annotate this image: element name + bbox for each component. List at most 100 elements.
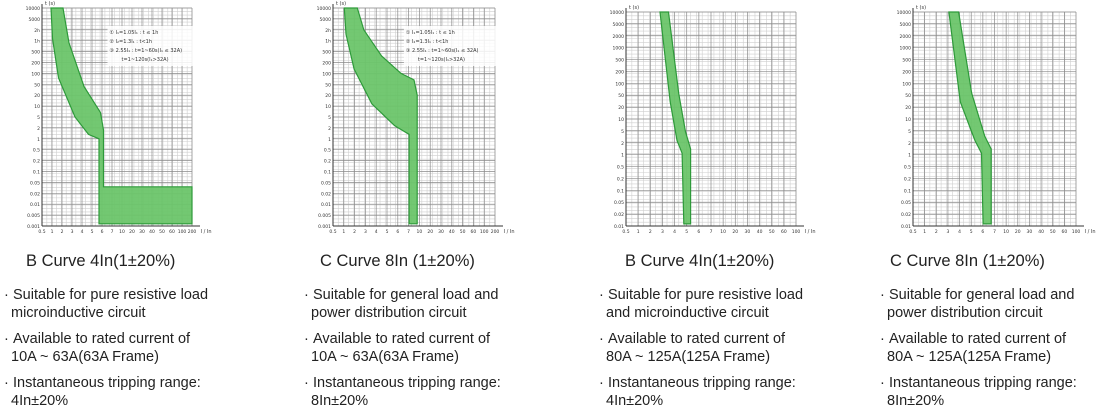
x-tick-label: 40 — [757, 229, 763, 235]
panel-c-curve-63a: 10000 5000 2h 1h 500 200 100 50 20 10 5 2 1 0.5 0.2 0.1… — [300, 0, 575, 409]
y-tick-label: 0.01 — [321, 202, 331, 208]
panel-c-curve-125a: 10000 5000 2000 1000 500 200 100 50 20 10 5 2 1 0.5 0.… — [876, 0, 1100, 409]
y-tick-label: 1 — [621, 153, 624, 159]
bullet: · — [4, 287, 9, 303]
bullet: · — [304, 331, 309, 347]
x-tick-label: 3 — [661, 229, 664, 235]
legend: ① I₁=1.05I₁ : t ≤ 1h ② I₂=1.3I₁ : t<1h ③ 2… — [403, 26, 500, 66]
y-tick-label: 0.02 — [614, 212, 624, 218]
x-tick-label: 4 — [81, 229, 84, 235]
legend-entry: ③ 2.55I₁ : t=1~60s(I₁ ≤ 32A) — [110, 48, 183, 54]
x-tick-label: 60 — [169, 229, 175, 235]
x-tick-label: 50 — [460, 229, 466, 235]
curve-title: B Curve 4In(1±20%) — [26, 252, 176, 270]
y-tick-label: 0.2 — [324, 159, 331, 165]
y-tick-label: 10 — [618, 117, 624, 123]
y-tick-label: 0.1 — [904, 188, 911, 194]
y-tick-label: 100 — [31, 71, 40, 77]
desc-text-cont: power distribution circuit — [311, 305, 467, 321]
plot-area: 1000050002h1h5002001005020105210.50.20.1… — [317, 1, 515, 235]
y-tick-label: 10 — [905, 117, 911, 123]
desc-line-1: · Suitable for pure resistive load and mi… — [599, 286, 803, 322]
x-tick-label: 60 — [1061, 229, 1067, 235]
y-tick-label: 0.05 — [30, 180, 40, 186]
legend-entry: ② I₂=1.3I₁ : t<1h — [110, 39, 153, 45]
x-tick-label: 2 — [935, 229, 938, 235]
bullet: · — [880, 287, 885, 303]
x-tick-label: 60 — [781, 229, 787, 235]
bullet: · — [880, 331, 885, 347]
x-tick-label: 2 — [353, 229, 356, 235]
x-tick-label: 30 — [139, 229, 145, 235]
y-tick-label: 0.02 — [901, 212, 911, 218]
legend-entry: t=1~120s(I₁>32A) — [418, 57, 465, 63]
y-tick-label: 50 — [618, 93, 624, 99]
bullet: · — [599, 331, 604, 347]
y-tick-label: 0.05 — [901, 200, 911, 206]
x-tick-label: 2 — [649, 229, 652, 235]
y-tick-label: 20 — [325, 93, 331, 99]
x-tick-label: 3 — [946, 229, 949, 235]
tripping-band — [948, 11, 992, 225]
x-tick-label: 7 — [993, 229, 996, 235]
desc-line-3: · Instantaneous tripping range: 4In±20% — [4, 374, 201, 410]
plot-area: 100005000200010005002001005020105210.50.… — [610, 5, 816, 235]
panel-b-curve-63a: 10000 5000 2h 1h 500 200 100 50 20 10 5 2 1 0.5 0.2 0.1… — [0, 0, 275, 409]
x-tick-label: 60 — [471, 229, 477, 235]
y-axis-label: t (s) — [629, 5, 639, 11]
y-tick-label: 20 — [618, 105, 624, 111]
y-tick-label: 5 — [621, 129, 624, 135]
y-tick-label: 0.2 — [33, 159, 40, 165]
legend-entry: t=1~120s(I₁>32A) — [122, 57, 169, 63]
y-tick-label: 0.02 — [321, 191, 331, 197]
x-tick-label: 20 — [1015, 229, 1021, 235]
y-tick-label: 10 — [34, 104, 40, 110]
y-tick-label: 0.005 — [318, 213, 331, 219]
y-tick-label: 500 — [902, 58, 911, 64]
legend-entry: ① I₁=1.05I₁ : t ≤ 1h — [406, 30, 455, 36]
curve-title: B Curve 4In(1±20%) — [625, 252, 775, 270]
bullet: · — [4, 331, 9, 347]
x-tick-label: 5 — [386, 229, 389, 235]
x-tick-label: 5 — [91, 229, 94, 235]
legend-entry: ① I₁=1.05I₁ : t ≤ 1h — [110, 30, 159, 36]
y-tick-label: 10000 — [610, 10, 624, 16]
y-tick-label: 2h — [325, 28, 331, 34]
desc-line-3: · Instantaneous tripping range: 8In±20% — [880, 374, 1077, 410]
desc-text: Instantaneous tripping range: — [313, 375, 501, 391]
y-tick-label: 2000 — [613, 34, 625, 40]
bullet: · — [599, 375, 604, 391]
tripping-band — [659, 11, 692, 225]
y-tick-label: 0.01 — [30, 202, 40, 208]
x-tick-label: 7 — [710, 229, 713, 235]
x-tick-label: 30 — [438, 229, 444, 235]
desc-line-3: · Instantaneous tripping range: 4In±20% — [599, 374, 796, 410]
legend-entry: ② I₂=1.3I₁ : t<1h — [406, 39, 449, 45]
y-tick-label: 20 — [34, 93, 40, 99]
y-tick-label: 500 — [322, 50, 331, 56]
desc-text: Instantaneous tripping range: — [889, 375, 1077, 391]
desc-text-cont: 8In±20% — [311, 393, 369, 409]
x-tick-label: 6 — [981, 229, 984, 235]
y-tick-label: 0.2 — [904, 176, 911, 182]
y-tick-label: 10 — [325, 104, 331, 110]
y-tick-label: 0.001 — [318, 224, 331, 230]
bullet: · — [599, 287, 604, 303]
y-tick-label: 1h — [34, 39, 40, 45]
y-tick-label: 1h — [325, 39, 331, 45]
desc-text-cont: microinductive circuit — [11, 305, 146, 321]
y-tick-label: 200 — [615, 69, 624, 75]
x-tick-label: 4 — [958, 229, 961, 235]
y-tick-label: 2h — [34, 28, 40, 34]
x-tick-label: 100 — [792, 229, 801, 235]
y-axis-label: t (s) — [916, 5, 926, 11]
trip-curve-chart: 1000050002h1h5002001005020105210.50.20.1… — [26, 1, 212, 235]
x-tick-label: 5 — [970, 229, 973, 235]
y-tick-label: 5 — [37, 115, 40, 121]
bullet: · — [304, 287, 309, 303]
y-tick-label: 0.2 — [617, 176, 624, 182]
desc-line-1: · Suitable for general load and power dis… — [304, 286, 498, 322]
legend-entry: ③ 2.55I₁ : t=1~60s(I₁ ≤ 32A) — [406, 48, 479, 54]
x-tick-label: 4 — [673, 229, 676, 235]
x-axis-label: I / In — [201, 229, 212, 235]
